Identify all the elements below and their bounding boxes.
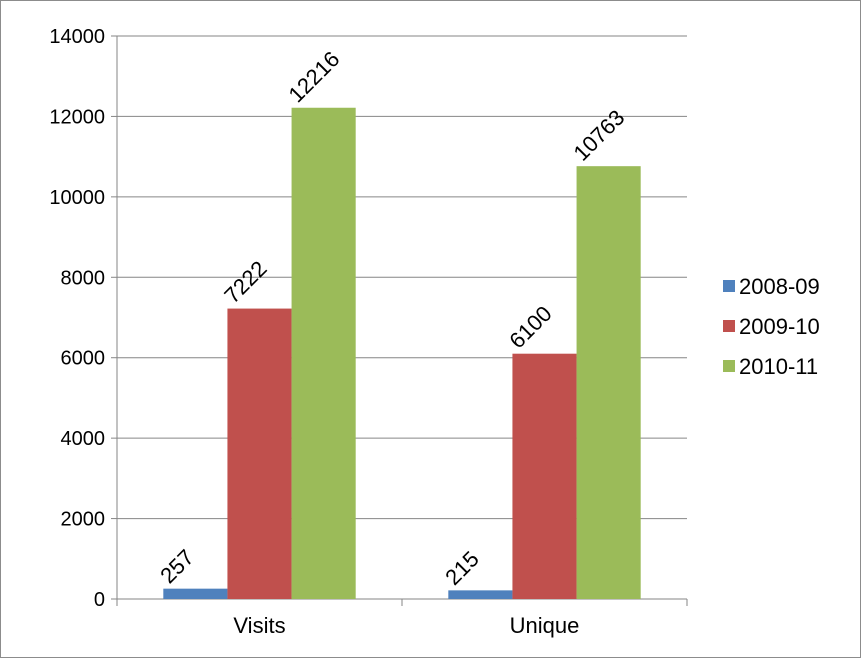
bar-2009-10-visits — [227, 308, 292, 599]
y-tick-label: 8000 — [61, 267, 106, 289]
legend-label: 2010-11 — [739, 354, 818, 379]
y-tick-label: 4000 — [61, 428, 106, 450]
y-tick-label: 0 — [94, 589, 105, 611]
legend-label: 2009-10 — [739, 314, 820, 339]
x-category-label: Visits — [233, 613, 285, 638]
data-label: 215 — [440, 546, 484, 590]
bar-2009-10-unique — [512, 353, 577, 599]
bar-2010-11-unique — [576, 166, 641, 599]
bar-2008-09-visits — [163, 588, 228, 599]
bar-2010-11-visits — [291, 107, 356, 600]
x-category-label: Unique — [510, 613, 580, 638]
y-tick-label: 2000 — [61, 509, 106, 531]
legend-label: 2008-09 — [739, 274, 820, 299]
data-label: 7222 — [219, 256, 271, 308]
y-tick-label: 6000 — [61, 348, 106, 370]
y-tick-label: 14000 — [49, 26, 105, 48]
data-label: 6100 — [504, 301, 556, 353]
legend-swatch-2009-10 — [723, 320, 735, 332]
data-label: 10763 — [568, 105, 629, 166]
y-tick-label: 10000 — [49, 187, 105, 209]
data-label: 12216 — [283, 46, 344, 107]
legend-swatch-2010-11 — [723, 360, 735, 372]
y-tick-label: 12000 — [49, 106, 105, 128]
bar-2008-09-unique — [448, 590, 513, 599]
legend-swatch-2008-09 — [723, 280, 735, 292]
data-label: 257 — [155, 545, 199, 589]
